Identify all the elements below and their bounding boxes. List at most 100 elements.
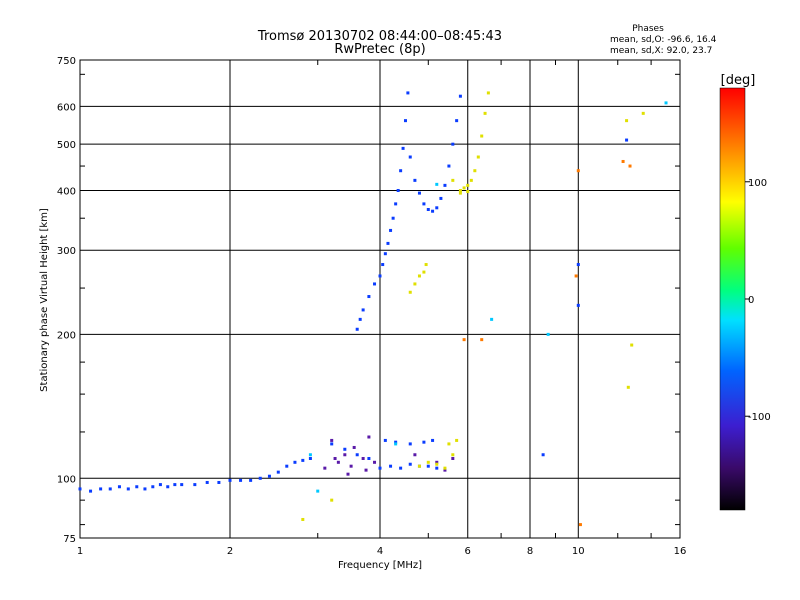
data-point <box>361 456 365 460</box>
data-point <box>389 228 393 232</box>
y-ticks: 75 100 200 300 400 500 600 750 <box>57 56 680 545</box>
data-point <box>480 338 484 342</box>
data-point <box>276 470 280 474</box>
data-point <box>458 188 462 192</box>
data-point <box>417 191 421 195</box>
data-point <box>89 489 93 493</box>
y-tick-label: 300 <box>57 246 76 257</box>
data-point <box>323 466 327 470</box>
data-point <box>447 442 451 446</box>
data-point <box>394 442 398 446</box>
data-point <box>173 483 177 487</box>
data-point <box>408 462 412 466</box>
data-point <box>628 164 632 168</box>
data-point <box>431 438 435 442</box>
data-point <box>258 476 262 480</box>
data-point <box>378 274 382 278</box>
data-point <box>431 209 435 213</box>
data-point <box>386 241 390 245</box>
data-point <box>367 295 371 299</box>
data-point <box>455 438 459 442</box>
data-point <box>336 460 340 464</box>
data-points <box>78 91 668 527</box>
y-tick-label: 100 <box>57 474 76 485</box>
data-point <box>426 208 430 212</box>
data-point <box>435 466 439 470</box>
data-point <box>578 523 582 527</box>
data-point <box>394 202 398 206</box>
data-point <box>473 169 477 173</box>
colorbar-ticks: 100 0 -100 <box>745 178 771 423</box>
data-point <box>630 343 634 347</box>
data-point <box>355 327 359 331</box>
data-point <box>180 483 184 487</box>
x-tick-label: 16 <box>674 546 687 557</box>
data-point <box>413 282 417 286</box>
data-point <box>361 308 365 312</box>
data-point <box>413 178 417 182</box>
data-point <box>158 483 162 487</box>
data-point <box>447 164 451 168</box>
data-point <box>480 134 484 138</box>
data-point <box>316 489 320 493</box>
phases-legend-header: Phases <box>632 24 664 34</box>
data-point <box>483 111 487 115</box>
data-point <box>126 487 130 491</box>
data-point <box>333 456 337 460</box>
data-point <box>574 274 578 278</box>
data-point <box>417 274 421 278</box>
phases-legend-o: mean, sd,O: -96.6, 16.4 <box>610 35 717 45</box>
data-point <box>451 456 455 460</box>
data-point <box>381 263 385 267</box>
data-point <box>373 282 377 286</box>
phases-legend-x: mean, sd,X: 92.0, 23.7 <box>610 46 712 56</box>
data-point <box>399 466 403 470</box>
data-point <box>621 159 625 163</box>
data-point <box>399 169 403 173</box>
data-point <box>355 453 359 457</box>
y-tick-label: 200 <box>57 330 76 341</box>
data-point <box>330 498 334 502</box>
data-point <box>443 468 447 472</box>
data-point <box>285 464 289 468</box>
data-point <box>308 456 312 460</box>
data-point <box>422 440 426 444</box>
colorbar-tick-label: -100 <box>748 412 771 423</box>
data-point <box>228 478 232 482</box>
y-tick-label: 500 <box>57 140 76 151</box>
data-point <box>451 453 455 457</box>
data-point <box>417 464 421 468</box>
data-point <box>625 138 629 142</box>
data-point <box>330 438 334 442</box>
x-tick-label: 10 <box>572 546 585 557</box>
y-axis-label: Stationary phase Virtual Height [km] <box>39 208 50 392</box>
data-point <box>422 202 426 206</box>
data-point <box>343 447 347 451</box>
colorbar-tick-label: 0 <box>748 295 754 306</box>
data-point <box>394 440 398 444</box>
data-point <box>546 332 550 336</box>
data-point <box>625 119 629 123</box>
data-point <box>249 478 253 482</box>
x-tick-label: 1 <box>77 546 83 557</box>
y-tick-label: 400 <box>57 186 76 197</box>
data-point <box>576 303 580 307</box>
x-axis-label: Frequency [MHz] <box>338 560 422 571</box>
data-point <box>367 456 371 460</box>
y-tick-label: 600 <box>57 102 76 113</box>
data-point <box>435 460 439 464</box>
data-point <box>308 453 312 457</box>
data-point <box>217 480 221 484</box>
data-point <box>466 183 470 187</box>
colorbar-label: [deg] <box>721 73 756 88</box>
data-point <box>403 119 407 123</box>
y-tick-label: 75 <box>63 534 76 545</box>
data-point <box>408 442 412 446</box>
data-point <box>451 142 455 146</box>
data-point <box>541 453 545 457</box>
data-point <box>476 155 480 159</box>
data-point <box>364 468 368 472</box>
data-point <box>151 485 155 489</box>
data-point <box>391 216 395 220</box>
